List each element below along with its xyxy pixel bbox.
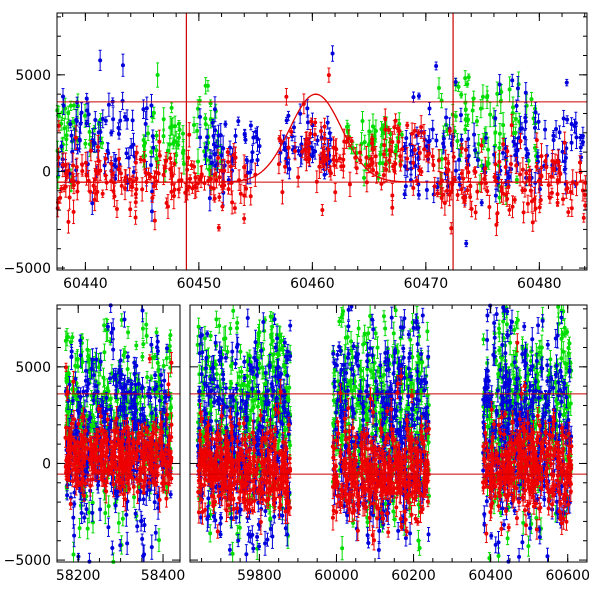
top-green-point <box>161 128 166 144</box>
top-y-tick-label: −5000 <box>4 261 51 277</box>
top-green-point <box>453 111 458 122</box>
top-green-point <box>455 133 460 149</box>
top-blue-point <box>118 111 123 131</box>
top-green-point <box>155 62 160 88</box>
top-green-point <box>481 132 486 151</box>
top-green-point <box>485 85 490 109</box>
top-green-point <box>70 117 75 128</box>
top-green-point <box>366 133 371 157</box>
top-green-point <box>83 138 88 149</box>
top-green-point <box>478 99 483 119</box>
top-x-tick-label: 60480 <box>517 276 562 292</box>
top-green-point <box>463 113 468 126</box>
top-green-point <box>191 116 196 134</box>
top-green-point <box>513 112 518 126</box>
top-blue-point <box>103 116 108 126</box>
top-x-tick-label: 60440 <box>63 276 108 292</box>
top-green-point <box>463 70 468 87</box>
top-green-point <box>174 130 179 154</box>
top-green-point <box>360 110 365 131</box>
top-green-point <box>459 91 464 99</box>
top-green-point <box>362 169 367 187</box>
top-green-point <box>533 144 538 152</box>
top-panel: 60440 60450 60460 60470 60480 −5000 0 5000 <box>4 12 588 292</box>
top-green-point <box>68 100 73 112</box>
top-green-point <box>373 119 378 143</box>
top-green-point <box>488 102 493 128</box>
top-green-point <box>145 125 150 142</box>
top-blue-point <box>68 119 73 129</box>
top-green-point <box>64 125 69 146</box>
top-blue-point <box>130 109 135 132</box>
top-blue-point <box>77 126 82 153</box>
top-green-point <box>195 122 200 139</box>
top-green-point <box>379 121 384 138</box>
top-blue-point <box>111 106 116 132</box>
top-green-point <box>176 133 181 143</box>
top-green-point <box>436 77 441 99</box>
top-y-tick-label: 0 <box>42 164 51 180</box>
top-green-point <box>497 123 502 145</box>
top-blue-point <box>120 53 125 77</box>
top-green-point <box>463 125 468 134</box>
top-green-point <box>367 119 372 144</box>
top-blue-point <box>75 143 80 155</box>
top-green-point <box>151 106 156 120</box>
top-blue-point <box>100 109 105 129</box>
top-x-tick-label: 60460 <box>290 276 335 292</box>
top-green-point <box>474 115 479 127</box>
top-y-tick-label: 5000 <box>15 68 51 84</box>
top-green-point <box>362 134 367 150</box>
top-green-point <box>154 130 159 141</box>
top-blue-point <box>116 122 121 134</box>
top-green-point <box>345 119 350 134</box>
top-blue-point <box>70 141 75 163</box>
top-green-point <box>514 175 519 184</box>
top-green-point <box>452 125 457 137</box>
top-green-point <box>479 159 484 173</box>
top-blue-point <box>98 49 103 71</box>
top-green-point <box>529 91 534 107</box>
top-green-point <box>169 118 174 136</box>
top-x-tick-label: 60470 <box>404 276 449 292</box>
top-data-points <box>55 45 588 248</box>
top-green-point <box>154 145 159 156</box>
top-x-tick-label: 60450 <box>177 276 222 292</box>
top-green-point <box>378 146 383 163</box>
top-green-point <box>466 73 471 81</box>
top-green-point <box>169 102 174 114</box>
top-blue-point <box>149 93 154 118</box>
top-green-point <box>203 77 208 95</box>
top-blue-point <box>59 140 64 153</box>
top-green-point <box>456 81 461 93</box>
top-green-point <box>180 125 185 143</box>
top-green-point <box>195 148 200 175</box>
